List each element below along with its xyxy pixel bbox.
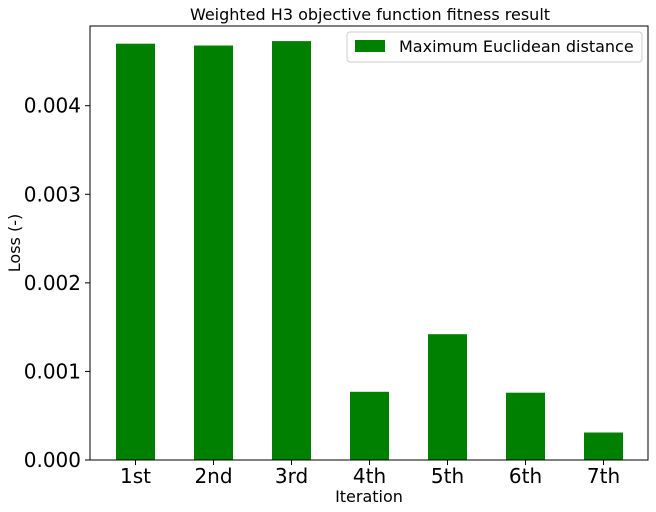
- x-tick-label: 7th: [587, 464, 620, 488]
- legend-swatch: [355, 40, 385, 52]
- y-tick-label: 0.002: [24, 271, 81, 295]
- x-axis-label: Iteration: [335, 487, 403, 506]
- legend: Maximum Euclidean distance: [346, 31, 643, 63]
- bar-2nd: [194, 45, 233, 460]
- y-tick-label: 0.003: [24, 182, 81, 206]
- x-tick-label: 5th: [431, 464, 464, 488]
- y-axis-ticks: 0.000 0.001 0.002 0.003 0.004: [24, 94, 90, 472]
- x-tick-label: 4th: [353, 464, 386, 488]
- bar-4th: [350, 391, 389, 460]
- bar-3rd: [272, 41, 311, 460]
- legend-box: [346, 31, 643, 63]
- plot-frame: [89, 25, 649, 461]
- bar-7th: [584, 432, 623, 460]
- bar-1st: [116, 43, 155, 460]
- chart-title: Weighted H3 objective function fitness r…: [190, 5, 550, 24]
- x-tick-label: 3rd: [275, 464, 308, 488]
- y-tick-label: 0.001: [24, 359, 81, 383]
- bar-6th: [506, 392, 545, 460]
- legend-label: Maximum Euclidean distance: [399, 37, 634, 56]
- bar-5th: [428, 334, 467, 460]
- y-tick-label: 0.004: [24, 94, 81, 118]
- x-tick-label: 1st: [120, 464, 151, 488]
- y-axis-label: Loss (-): [5, 214, 24, 272]
- x-tick-label: 6th: [509, 464, 542, 488]
- x-axis-ticks: 1st 2nd 3rd 4th 5th 6th 7th: [120, 460, 620, 488]
- x-tick-label: 2nd: [194, 464, 232, 488]
- bars-group: [116, 41, 623, 460]
- y-tick-label: 0.000: [24, 448, 81, 472]
